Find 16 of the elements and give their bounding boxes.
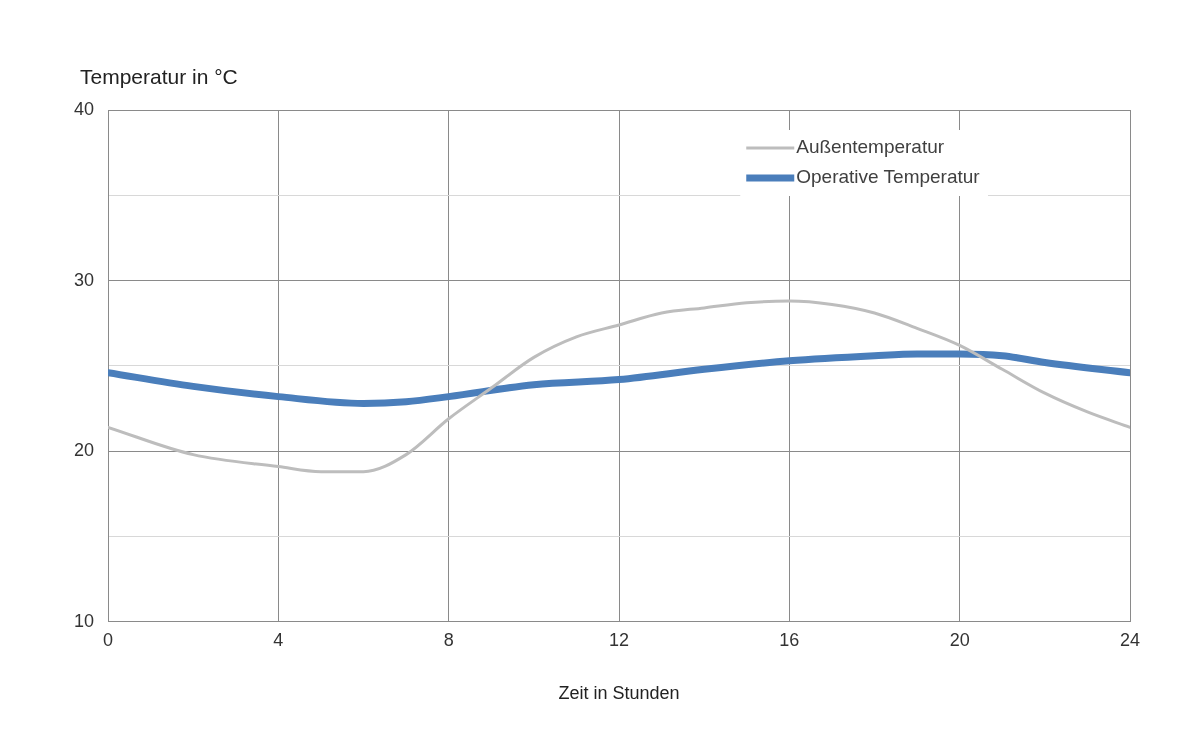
y-axis-title: Temperatur in °C bbox=[80, 64, 238, 88]
x-axis-title: Zeit in Stunden bbox=[558, 683, 680, 704]
x-tick-label: 4 bbox=[273, 629, 284, 650]
x-tick-label: 20 bbox=[949, 629, 970, 650]
x-tick-label: 0 bbox=[103, 629, 114, 650]
line-series bbox=[108, 299, 1130, 474]
x-tick-label: 24 bbox=[1119, 629, 1141, 650]
y-tick-label: 30 bbox=[73, 269, 95, 290]
x-tick-label: 12 bbox=[609, 629, 630, 650]
y-tick-label: 40 bbox=[73, 98, 95, 119]
legend-label: Außentemperatur bbox=[796, 136, 945, 158]
y-tick-label: 20 bbox=[73, 440, 95, 461]
x-tick-label: 8 bbox=[443, 629, 454, 650]
legend-label: Operative Temperatur bbox=[796, 166, 981, 188]
x-tick-label: 16 bbox=[779, 629, 800, 650]
y-tick-label: 10 bbox=[73, 610, 95, 631]
